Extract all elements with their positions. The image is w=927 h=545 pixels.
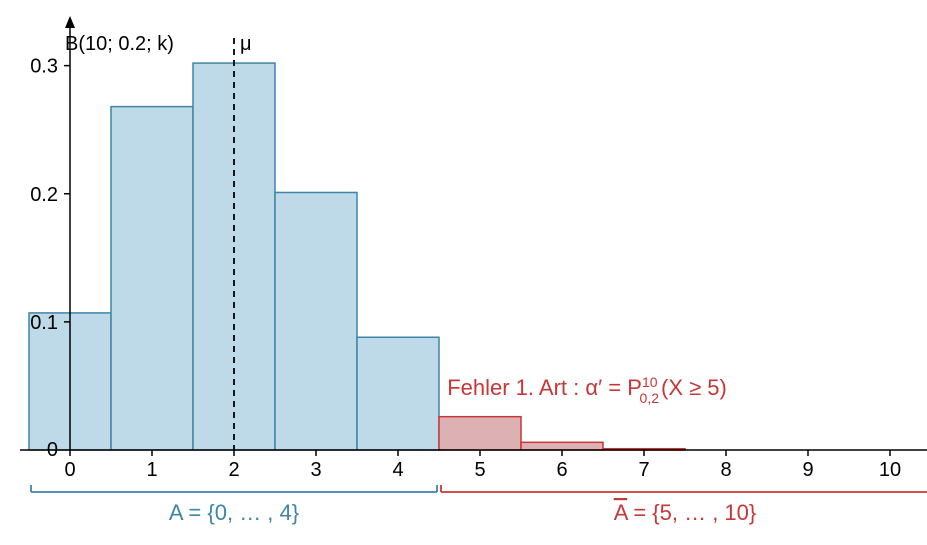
x-tick-1: 1 [146, 459, 157, 481]
bar-k3 [275, 192, 357, 450]
y-tick-0.2: 0.2 [30, 184, 58, 206]
bar-k1 [111, 107, 193, 450]
x-tick-3: 3 [310, 459, 321, 481]
binomial-histogram: μB(10; 0.2; k)k01234567891000.10.20.3Feh… [0, 0, 927, 545]
region-b-label: A = {5, … , 10} [614, 500, 757, 525]
x-tick-8: 8 [720, 459, 731, 481]
y-axis-arrow [65, 16, 75, 28]
x-tick-9: 9 [802, 459, 813, 481]
x-tick-6: 6 [556, 459, 567, 481]
x-tick-2: 2 [228, 459, 239, 481]
bar-k6 [521, 442, 603, 450]
y-axis-label: B(10; 0.2; k) [65, 33, 174, 55]
x-tick-5: 5 [474, 459, 485, 481]
x-tick-10: 10 [879, 459, 901, 481]
bar-k5 [439, 417, 521, 450]
x-tick-4: 4 [392, 459, 403, 481]
x-tick-0: 0 [64, 459, 75, 481]
region-a-label: A = {0, … , 4} [169, 500, 299, 525]
bracket-region-b [441, 485, 927, 492]
y-tick-0: 0 [47, 439, 58, 461]
y-tick-0.1: 0.1 [30, 312, 58, 334]
y-tick-0.3: 0.3 [30, 56, 58, 78]
bar-k4 [357, 337, 439, 450]
mu-label: μ [240, 33, 252, 55]
bracket-region-a [31, 485, 437, 492]
error-label: Fehler 1. Art : α′ = P100,2(X ≥ 5) [447, 374, 727, 406]
x-tick-7: 7 [638, 459, 649, 481]
